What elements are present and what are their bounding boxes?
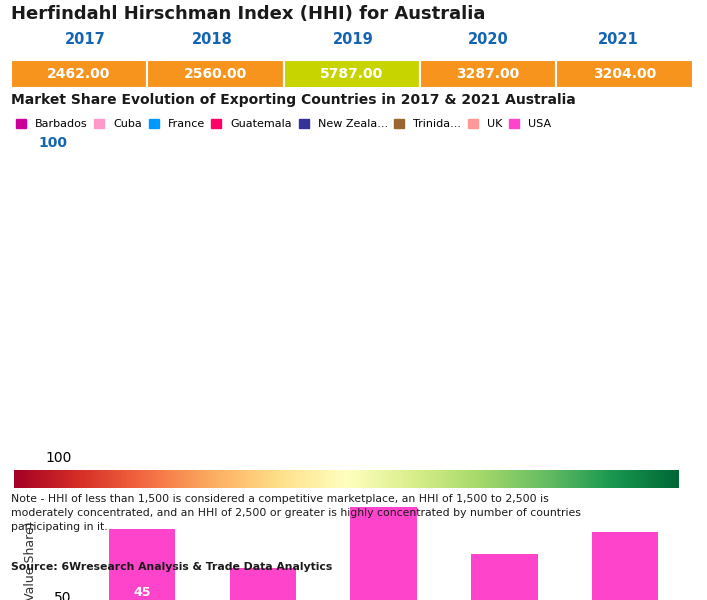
- Bar: [230, 568, 296, 600]
- Text: 2019: 2019: [333, 32, 374, 47]
- Text: 45: 45: [133, 586, 151, 599]
- Bar: [11, 60, 147, 88]
- Text: 3204.00: 3204.00: [593, 67, 656, 81]
- Text: Herfindahl Hirschman Index (HHI) for Australia: Herfindahl Hirschman Index (HHI) for Aus…: [11, 5, 485, 23]
- Bar: [556, 60, 693, 88]
- Text: 2560.00: 2560.00: [184, 67, 247, 81]
- Y-axis label: Share(% Value Share): Share(% Value Share): [24, 521, 37, 600]
- Text: 5787.00: 5787.00: [320, 67, 383, 81]
- Bar: [592, 532, 658, 600]
- Text: 2021: 2021: [598, 32, 639, 47]
- Text: Source: 6Wresearch Analysis & Trade Data Analytics: Source: 6Wresearch Analysis & Trade Data…: [11, 562, 332, 572]
- Text: 2018: 2018: [192, 32, 233, 47]
- Text: 2017: 2017: [64, 32, 105, 47]
- Text: Note - HHI of less than 1,500 is considered a competitive marketplace, an HHI of: Note - HHI of less than 1,500 is conside…: [11, 494, 580, 532]
- Bar: [109, 529, 175, 600]
- Bar: [351, 506, 416, 600]
- Text: Market Share Evolution of Exporting Countries in 2017 & 2021 Australia: Market Share Evolution of Exporting Coun…: [11, 93, 575, 107]
- Text: 3287.00: 3287.00: [457, 67, 520, 81]
- Text: 100: 100: [39, 136, 68, 150]
- Text: 2462.00: 2462.00: [47, 67, 110, 81]
- Bar: [420, 60, 556, 88]
- Legend: Barbados, Cuba, France, Guatemala, New Zeala..., Trinida..., UK, USA: Barbados, Cuba, France, Guatemala, New Z…: [16, 119, 551, 129]
- Bar: [147, 60, 284, 88]
- Bar: [284, 60, 420, 88]
- Bar: [471, 554, 537, 600]
- Text: 2020: 2020: [467, 32, 508, 47]
